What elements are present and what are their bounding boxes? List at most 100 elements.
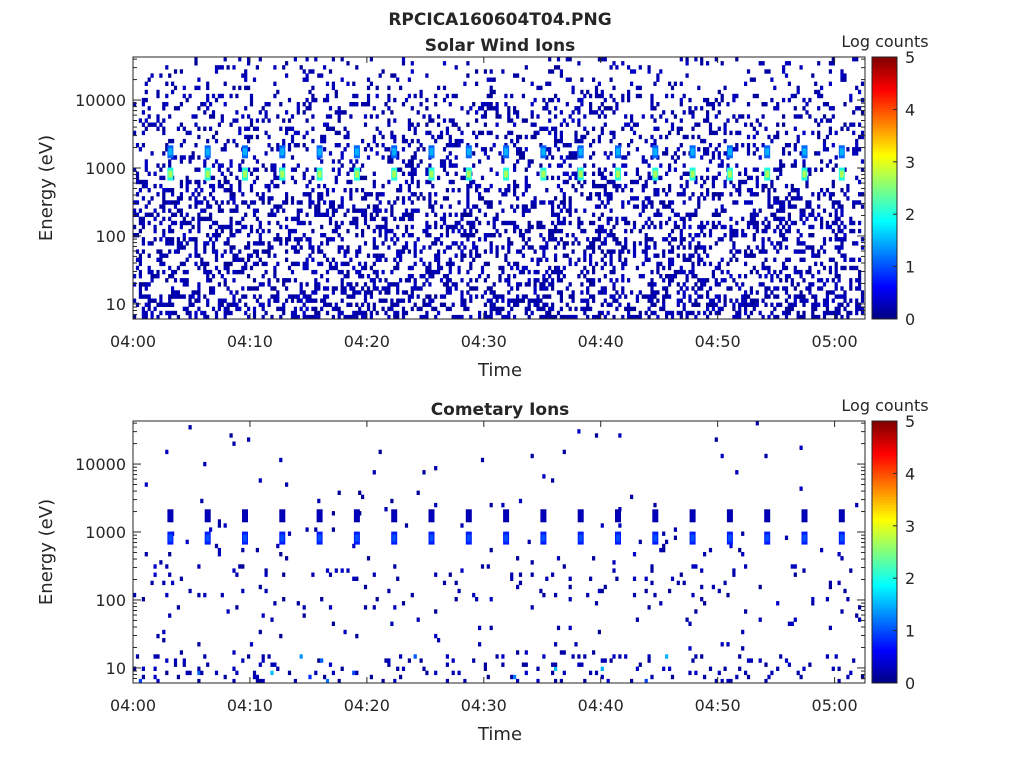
heatmap-cell: [159, 257, 163, 262]
heatmap-cell: [276, 147, 280, 152]
heatmap-cell: [656, 208, 660, 213]
heatmap-cell: [720, 237, 724, 242]
heatmap-cell: [238, 85, 242, 91]
heatmap-cell: [603, 57, 607, 62]
heatmap-cell: [375, 85, 379, 91]
heatmap-cell: [372, 278, 376, 283]
heatmap-cell: [223, 224, 227, 230]
heatmap-cell: [147, 188, 151, 193]
heatmap-cell: [621, 261, 625, 267]
heatmap-cell: [650, 302, 654, 307]
heatmap-cell: [668, 666, 672, 671]
heatmap-cell: [767, 192, 771, 197]
heatmap-cell: [261, 249, 265, 254]
heatmap-cell: [860, 204, 865, 209]
heatmap-cell: [594, 183, 599, 189]
heatmap-cell: [764, 224, 768, 230]
heatmap-cell: [632, 306, 637, 312]
heatmap-cell: [445, 662, 449, 667]
heatmap-cell: [401, 298, 406, 303]
heatmap-cell: [489, 167, 493, 172]
heatmap-cell: [287, 294, 292, 299]
heatmap-cell: [302, 134, 306, 140]
heatmap-cell: [182, 245, 186, 250]
heatmap-cell: [176, 126, 180, 131]
heatmap-cell: [226, 306, 230, 312]
heatmap-cell: [194, 167, 198, 172]
colorbar-segment: [872, 222, 897, 226]
heatmap-cell: [513, 143, 517, 148]
heatmap-cell: [478, 274, 482, 279]
heatmap-cell: [638, 134, 642, 140]
heatmap-cell: [249, 97, 254, 103]
heatmap-cell: [410, 200, 414, 205]
heatmap-cell: [711, 155, 715, 160]
heatmap-cell: [171, 286, 175, 291]
heatmap-cell: [188, 93, 192, 99]
heatmap-cell: [191, 192, 195, 197]
heatmap-cell: [478, 237, 482, 242]
heatmap-cell: [387, 228, 391, 234]
heatmap-cell: [425, 122, 429, 127]
heatmap-cell: [723, 85, 727, 91]
heatmap-cell: [182, 220, 186, 226]
heatmap-cell: [492, 143, 496, 148]
heatmap-cell: [612, 560, 616, 565]
heatmap-cell: [451, 118, 455, 123]
heatmap-cell: [571, 89, 575, 95]
heatmap-cell: [776, 196, 780, 201]
heatmap-cell: [524, 294, 528, 299]
heatmap-cell: [156, 126, 160, 131]
heatmap-cell: [670, 245, 675, 250]
heatmap-cell: [372, 179, 376, 185]
heatmap-cell: [729, 130, 733, 136]
heatmap-cell: [299, 65, 303, 70]
x-tick-label: 05:00: [812, 696, 858, 715]
heatmap-cell: [521, 298, 525, 303]
heatmap-cell: [589, 306, 593, 312]
heatmap-cell: [790, 306, 794, 312]
heatmap-cell: [510, 286, 514, 291]
heatmap-cell: [559, 138, 563, 144]
pulse-core: [541, 148, 546, 156]
heatmap-cell: [568, 204, 572, 209]
heatmap-cell: [434, 212, 438, 217]
heatmap-cell: [232, 200, 236, 205]
heatmap-cell: [726, 118, 730, 123]
heatmap-cell: [746, 245, 751, 250]
heatmap-cell: [182, 85, 186, 91]
heatmap-cell: [229, 183, 233, 189]
heatmap-cell: [437, 85, 441, 91]
heatmap-cell: [589, 241, 593, 246]
colorbar-segment: [872, 261, 897, 265]
heatmap-cell: [729, 257, 733, 262]
heatmap-cell: [536, 114, 540, 119]
heatmap-cell: [249, 265, 254, 271]
heatmap-cell: [624, 163, 628, 168]
heatmap-cell: [182, 269, 186, 275]
heatmap-cell: [325, 678, 330, 684]
heatmap-cell: [261, 200, 265, 205]
heatmap-cell: [384, 216, 388, 222]
heatmap-cell: [706, 314, 710, 320]
heatmap-cell: [694, 249, 698, 254]
heatmap-cell: [837, 302, 841, 307]
heatmap-cell: [185, 188, 189, 193]
heatmap-cell: [811, 249, 815, 254]
heatmap-cell: [811, 192, 815, 197]
heatmap-cell: [594, 670, 599, 676]
heatmap-cell: [516, 249, 520, 254]
heatmap-cell: [551, 69, 555, 74]
heatmap-cell: [837, 237, 841, 242]
heatmap-cell: [574, 130, 578, 136]
heatmap-cell: [668, 163, 672, 168]
heatmap-cell: [562, 449, 566, 455]
heatmap-cell: [808, 97, 812, 103]
heatmap-cell: [156, 93, 160, 99]
heatmap-cell: [302, 265, 306, 271]
heatmap-cell: [635, 666, 639, 671]
heatmap-cell: [574, 175, 578, 181]
heatmap-cell: [510, 306, 514, 312]
heatmap-cell: [761, 314, 765, 320]
heatmap-cell: [369, 212, 373, 217]
